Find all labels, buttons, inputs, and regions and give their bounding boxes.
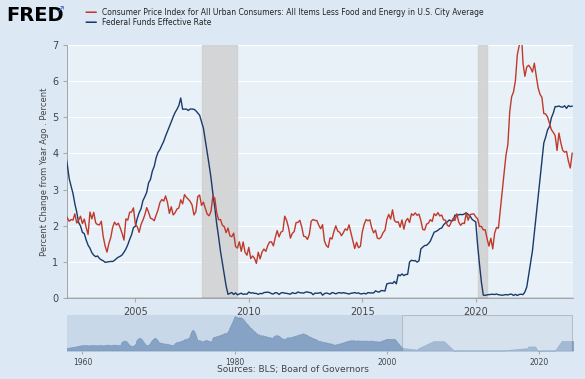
Text: Consumer Price Index for All Urban Consumers: All Items Less Food and Energy in : Consumer Price Index for All Urban Consu… xyxy=(102,8,484,17)
Text: Federal Funds Effective Rate: Federal Funds Effective Rate xyxy=(102,18,212,27)
Bar xyxy=(44,45,66,298)
Bar xyxy=(402,315,572,351)
Bar xyxy=(478,45,487,298)
Text: —: — xyxy=(85,16,97,29)
Text: ↗: ↗ xyxy=(56,6,65,16)
Text: FRED: FRED xyxy=(6,6,64,25)
Text: —: — xyxy=(85,6,97,19)
Bar xyxy=(202,45,238,298)
Y-axis label: Percent Change from Year Ago . Percent: Percent Change from Year Ago . Percent xyxy=(40,87,49,256)
Text: Sources: BLS; Board of Governors: Sources: BLS; Board of Governors xyxy=(216,365,369,374)
